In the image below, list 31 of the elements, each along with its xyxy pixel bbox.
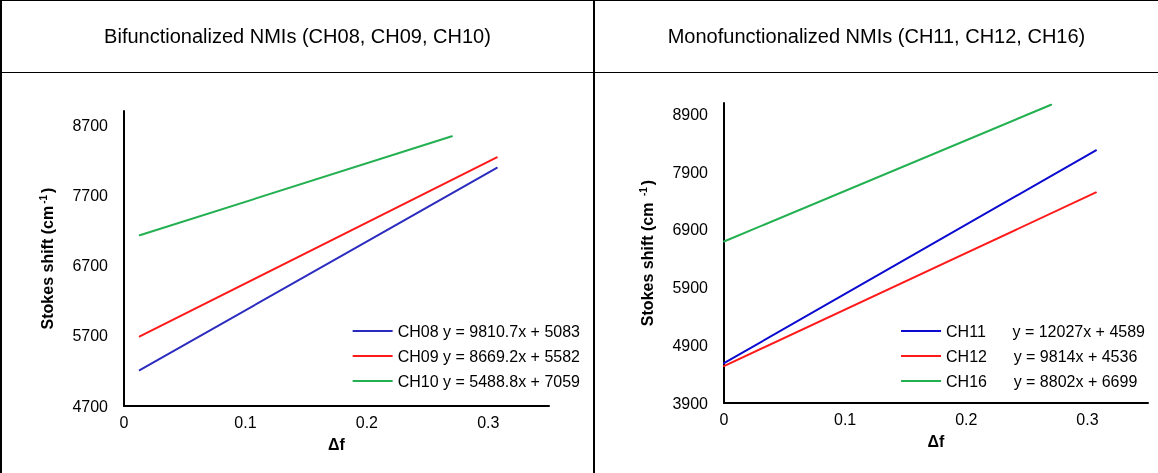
y-tick-label: 4700 xyxy=(72,397,109,415)
y-tick-label: 7900 xyxy=(672,163,709,181)
y-tick-label: 8700 xyxy=(72,116,109,134)
y-tick-label: 4900 xyxy=(672,336,709,354)
legend-label: CH11 y = 12027x + 4589 xyxy=(946,322,1146,340)
y-tick-label: 3900 xyxy=(672,394,709,412)
chart-title: Monofunctionalized NMIs (CH11, CH12, CH16) xyxy=(595,1,1158,73)
x-tick-label: 0.3 xyxy=(477,413,500,431)
x-tick-label: 0.1 xyxy=(834,410,857,428)
x-axis-title: Δf xyxy=(328,435,346,453)
y-tick-label: 5700 xyxy=(72,327,109,345)
y-axis-title: Stokes shift (cm-1) xyxy=(37,187,56,330)
x-tick-label: 0.3 xyxy=(1076,410,1099,428)
y-axis-title: Stokes shift (cm -1) xyxy=(637,179,656,327)
x-tick-label: 0.2 xyxy=(355,413,379,431)
y-tick-label: 6900 xyxy=(672,221,709,239)
legend-label: CH10 y = 5488.8x + 7059 xyxy=(397,372,581,390)
y-tick-label: 8900 xyxy=(672,106,709,124)
legend-label: CH09 y = 8669.2x + 5582 xyxy=(397,347,581,365)
legend-label: CH16 y = 8802x + 6699 xyxy=(946,372,1138,390)
y-tick-label: 7700 xyxy=(72,186,109,204)
legend-label: CH12 y = 9814x + 4536 xyxy=(946,347,1138,365)
x-tick-label: 0 xyxy=(119,413,129,431)
chart-title: Bifunctionalized NMIs (CH08, CH09, CH10) xyxy=(2,1,593,73)
x-axis-title: Δf xyxy=(927,432,946,450)
x-tick-label: 0.1 xyxy=(234,413,257,431)
x-tick-label: 0 xyxy=(719,410,729,428)
y-tick-label: 6700 xyxy=(72,257,109,275)
legend-label: CH08 y = 9810.7x + 5083 xyxy=(397,322,581,340)
y-tick-label: 5900 xyxy=(672,279,709,297)
x-tick-label: 0.2 xyxy=(955,410,978,428)
